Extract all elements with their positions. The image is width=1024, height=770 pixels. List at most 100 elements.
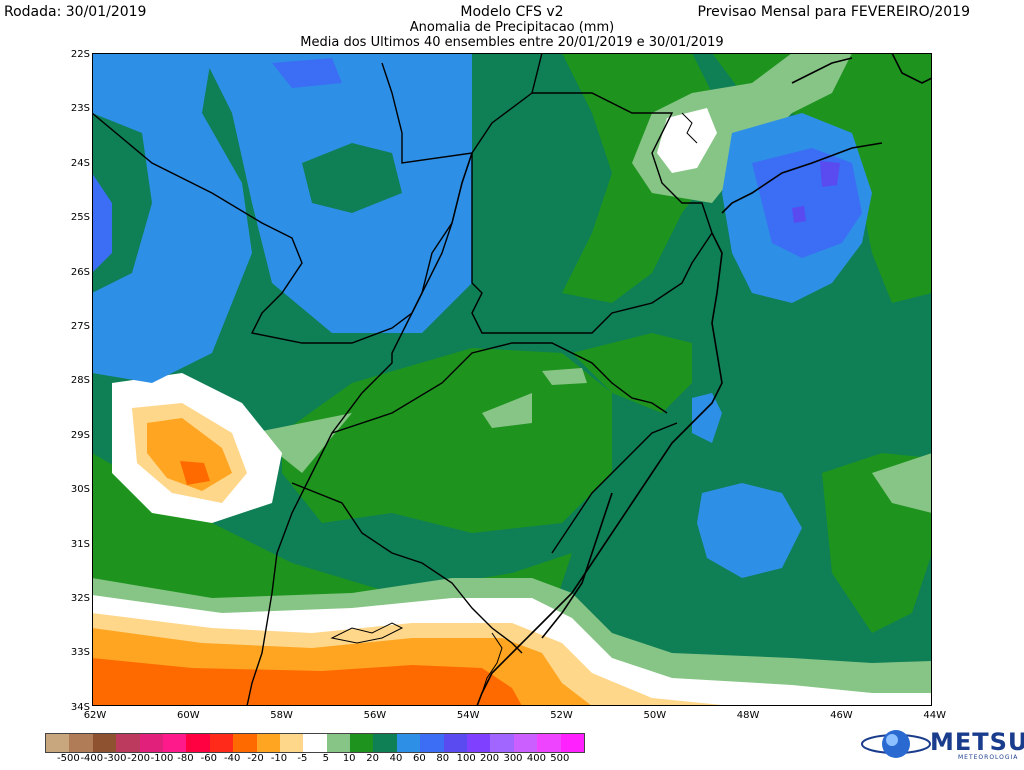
border-parana (471, 153, 713, 334)
colorbar-swatch (303, 734, 327, 752)
blue-wet-southeast (697, 483, 802, 578)
map-subtitle: Anomalia de Precipitacao (mm) (409, 20, 615, 35)
colorbar-label: 80 (436, 753, 450, 764)
colorbar-label: -300 (103, 753, 127, 764)
latitude-label: 27S (70, 321, 90, 332)
colorbar-label: -10 (270, 753, 288, 764)
latitude-label: 30S (70, 484, 90, 496)
anomaly-5-10-patch-b (542, 368, 587, 385)
coastline-east (721, 142, 883, 214)
longitude-label: 62W (83, 710, 107, 721)
logo-name: METSUL (930, 728, 1024, 756)
colorbar-label: 300 (503, 753, 523, 764)
lagoon-shore (541, 492, 613, 639)
colorbar-label: 200 (480, 753, 500, 764)
coastline-northeast (791, 57, 853, 84)
border-uruguay (291, 482, 523, 654)
anomaly-5-10-east (872, 453, 932, 513)
map-frame (92, 53, 932, 706)
colorbar-swatch (350, 734, 374, 752)
colorbar-label: 20 (366, 753, 379, 764)
colorbar-label: 40 (389, 753, 403, 764)
lagoon-dos-patos (481, 632, 503, 694)
colorbar-label: -40 (224, 753, 241, 764)
west-dry-cell-core (180, 461, 210, 485)
colorbar-label: -20 (247, 753, 264, 764)
colorbar-label: -5 (297, 753, 308, 764)
violet-core-east-a (820, 161, 840, 187)
colorbar-label: 60 (413, 753, 426, 764)
colorbar-label: 5 (322, 753, 329, 764)
border-paraguay (92, 62, 474, 344)
blue-inset-west (92, 173, 112, 273)
metsul-logo (861, 730, 931, 758)
colorbar-swatch (116, 734, 140, 752)
colorbar-swatch (92, 734, 117, 752)
colorbar-swatch (209, 734, 234, 752)
longitude-label: 44W (923, 710, 946, 721)
colorbar-label: -100 (150, 753, 174, 764)
colorbar (45, 733, 585, 753)
north-neutral-spot (657, 108, 717, 173)
anomaly-5-10-west (252, 413, 352, 473)
colorbar-swatch (420, 734, 444, 752)
latitude-label: 28S (70, 375, 90, 387)
latitude-label: 31S (70, 538, 90, 550)
colorbar-swatch (46, 734, 70, 752)
latitude-label: 29S (70, 429, 90, 441)
colorbar-label: -500 (57, 753, 80, 764)
colorbar-swatch (69, 734, 93, 752)
colorbar-label: -400 (80, 753, 104, 764)
latitude-label: 33S (70, 647, 90, 659)
border-santa-catarina (331, 342, 668, 434)
latitude-label: 34S (70, 701, 90, 713)
blue-inset-north (272, 58, 342, 88)
colorbar-label: 500 (550, 753, 570, 764)
colorbar-swatch (490, 734, 514, 752)
map-subtitle-ensembles: Media dos Ultimos 40 ensembles entre 20/… (300, 35, 724, 50)
longitude-label: 54W (456, 710, 480, 721)
colorbar-label: -200 (127, 753, 150, 764)
longitude-label: 60W (176, 710, 200, 721)
colorbar-swatch (467, 734, 491, 752)
colorbar-swatch (560, 734, 584, 752)
political-borders (92, 53, 713, 706)
border-argentina (246, 152, 473, 706)
longitude-label: 46W (830, 710, 853, 721)
anomaly-10-20-east (872, 293, 932, 393)
anomaly-20-40-northeast (712, 53, 932, 303)
green-inset-north (302, 143, 402, 213)
anomaly-5-10-patch-a (482, 393, 532, 428)
colorbar-swatch (513, 734, 538, 752)
colorbar-swatch (396, 734, 421, 752)
longitude-label: 48W (736, 710, 760, 721)
anomaly-minus20-minus40-band (92, 658, 522, 706)
border-north-b (532, 92, 713, 234)
coastline-far-northeast (891, 53, 932, 84)
latitude-label: 32S (70, 593, 90, 604)
colorbar-label: 400 (526, 753, 546, 764)
precipitation-anomaly-map (92, 53, 932, 706)
west-dry-cell-middle (147, 418, 232, 491)
colorbar-swatch (537, 734, 561, 752)
colorbar-label: 10 (342, 753, 356, 764)
colorbar-swatch (373, 734, 397, 752)
colorbar-swatch (279, 734, 304, 752)
forecast-label: Previsao Mensal para FEVEREIRO/2019 (697, 4, 970, 20)
border-north-a (471, 53, 543, 154)
latitude-label: 22S (70, 49, 90, 60)
colorbar-label: 100 (456, 753, 476, 764)
border-rio-grande-do-sul (551, 422, 678, 554)
logo-subtitle: METEOROLOGIA (958, 754, 1019, 761)
blue-wet-coast (692, 393, 722, 443)
latitude-label: 25S (70, 212, 90, 224)
colorbar-swatch (162, 734, 187, 752)
colorbar-swatch (139, 734, 163, 752)
colorbar-swatch (326, 734, 351, 752)
colorbar-swatch (256, 734, 280, 752)
colorbar-swatch (186, 734, 210, 752)
latitude-label: 24S (70, 157, 90, 169)
latitude-label: 23S (70, 103, 90, 115)
model-title: Modelo CFS v2 (460, 4, 564, 20)
run-date: Rodada: 30/01/2019 (4, 4, 147, 20)
